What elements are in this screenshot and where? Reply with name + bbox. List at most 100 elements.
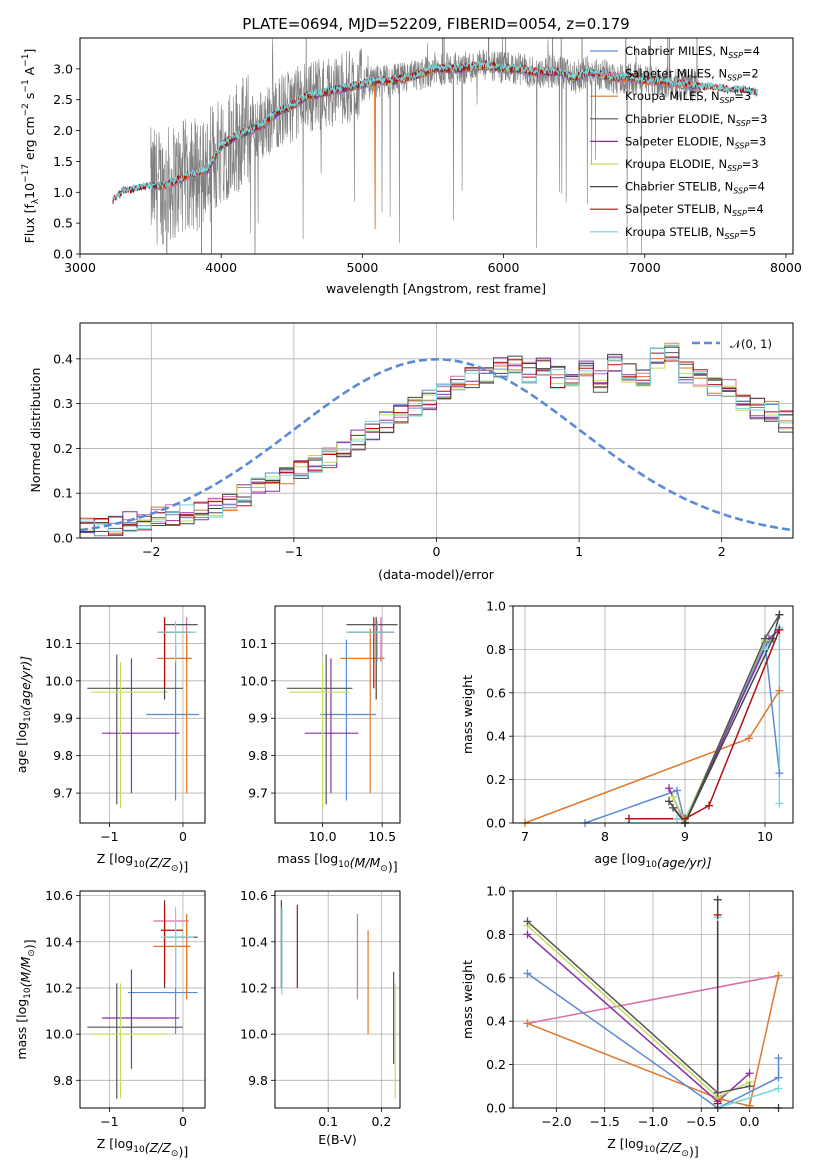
y-axis-label: mass weight [460, 960, 475, 1039]
y-tick-label: 10.0 [45, 673, 73, 688]
spectrum-panel: 3000 4000 5000 6000 7000 8000 0.0 0.5 1.0 1.5 2.0 2… [53, 37, 802, 296]
y-tick-label: 10.2 [240, 980, 268, 995]
y-tick-label: 0.1 [53, 486, 73, 501]
x-tick-label: 10.5 [368, 829, 396, 844]
x-tick-label: 6000 [488, 260, 520, 275]
x-axis-label: Z [log10(Z/Z⊙)] [97, 1136, 188, 1159]
axes-frame [79, 322, 794, 539]
y-tick-label: 9.7 [53, 786, 73, 801]
axes-frame [512, 890, 794, 1109]
x-axis-label: E(B-V) [318, 1132, 357, 1147]
weight-marker [713, 910, 722, 919]
y-tick-label: 0.6 [486, 970, 506, 985]
axes-frame [512, 605, 794, 824]
weight-line [668, 614, 781, 823]
age-vs-z-panel: −1 0 9.7 9.8 9.9 10.0 10.1 [45, 605, 206, 844]
plot-area [280, 900, 396, 1099]
x-tick-label: 4000 [205, 260, 237, 275]
y-tick-label: 0.8 [486, 927, 506, 942]
weight-marker [669, 792, 677, 801]
y-tick-label: 1.0 [53, 185, 73, 200]
weight-marker [775, 799, 784, 808]
x-axis-label: mass [log10(M/M⊙)] [277, 851, 397, 874]
weight-marker [705, 801, 713, 810]
weight-marker [774, 971, 783, 980]
weight-marker [774, 1084, 783, 1093]
x-tick-label: 0 [433, 544, 441, 559]
weight-line [716, 899, 779, 1108]
x-tick-label: −1 [100, 829, 118, 844]
y-tick-label: 10.0 [240, 673, 268, 688]
weight-line [584, 640, 781, 823]
y-tick-label: 9.8 [248, 1073, 268, 1088]
y-axis-label: age [log10(age/yr)] [14, 656, 33, 773]
plot-area [87, 900, 198, 1099]
x-axis-label: Z [log10(Z/Z⊙)] [607, 1136, 698, 1159]
weight-marker [673, 814, 681, 823]
age-vs-mass-panel: 10.0 10.5 9.7 9.8 9.9 10.0 10.1 [240, 605, 401, 844]
weight-marker [665, 784, 673, 793]
x-tick-label: 8 [601, 829, 609, 844]
plot-area [80, 342, 793, 538]
legend-entry: Chabrier STELIB, NSSP=4 [625, 180, 765, 196]
y-tick-label: 0.5 [53, 216, 73, 231]
y-tick-label: 3.0 [53, 61, 73, 76]
x-tick-label: 0.2 [371, 1114, 391, 1129]
weight-vs-age-panel: 7 8 9 10 0.0 0.2 0.4 0.6 0.8 1.0 mass weight [460, 599, 794, 844]
y-tick-label: 0.2 [53, 441, 73, 456]
mass-vs-z-panel: −1 0 9.8 10.0 10.2 10.4 10.6 [45, 888, 206, 1129]
weight-marker [669, 803, 677, 812]
weight-marker [523, 930, 532, 939]
x-tick-label: 2 [718, 544, 726, 559]
x-tick-label: −1.5 [590, 1114, 620, 1129]
x-tick-label: −1 [100, 1114, 118, 1129]
y-tick-label: 0.2 [486, 1057, 506, 1072]
x-axis-label: (data-model)/error [378, 567, 495, 582]
y-tick-label: 1.0 [486, 884, 506, 899]
weight-marker [523, 1019, 532, 1028]
figure-title: PLATE=0694, MJD=52209, FIBERID=0054, z=0… [242, 15, 629, 33]
x-tick-label: 10 [757, 829, 773, 844]
residual-panel: −2 −1 0 1 2 0.0 0.1 0.2 0.3 0.4 (data-model)/error… [28, 322, 794, 582]
y-tick-label: 9.9 [53, 711, 73, 726]
axes-frame [274, 890, 401, 1109]
x-tick-label: −2.0 [541, 1114, 571, 1129]
weight-marker [745, 1069, 754, 1078]
axes-frame [79, 37, 794, 255]
y-tick-label: 0.0 [53, 247, 73, 262]
weight-marker [774, 1054, 783, 1063]
axes-frame [79, 890, 206, 1109]
y-tick-label: 9.8 [248, 748, 268, 763]
x-tick-label: 0 [179, 1114, 187, 1129]
y-tick-label: 0.0 [53, 531, 73, 546]
y-axis-label: mass [log10(M/M⊙)] [14, 939, 37, 1059]
y-tick-label: 10.1 [45, 636, 73, 651]
y-tick-label: 10.4 [45, 934, 73, 949]
y-tick-label: 10.1 [240, 636, 268, 651]
plot-area [112, 38, 758, 254]
weight-marker [775, 769, 784, 778]
weight-line [527, 972, 780, 1108]
x-tick-label: 7000 [629, 260, 661, 275]
y-tick-label: 1.5 [53, 154, 73, 169]
legend-entry: Salpeter ELODIE, NSSP=3 [625, 134, 766, 150]
weight-line [527, 974, 779, 1025]
y-tick-label: 1.0 [486, 599, 506, 614]
y-tick-label: 10.6 [45, 888, 73, 903]
y-tick-label: 0.3 [53, 396, 73, 411]
x-tick-label: −1 [285, 544, 303, 559]
weight-marker [523, 917, 532, 926]
y-axis-label: Normed distribution [28, 368, 43, 493]
y-tick-label: 10.0 [45, 1027, 73, 1042]
y-tick-label: 0.0 [486, 816, 506, 831]
x-tick-label: 1 [575, 544, 583, 559]
weight-vs-z-panel: −2.0 −1.5 −1.0 −0.5 0.0 0.0 0.2 0.4 0.6 0.8 1.0 mas… [460, 884, 794, 1129]
weight-line [629, 629, 781, 820]
x-tick-label: −0.5 [686, 1114, 716, 1129]
weight-marker [713, 1088, 722, 1097]
x-tick-label: 7 [521, 829, 529, 844]
y-tick-label: 10.0 [240, 1027, 268, 1042]
weight-marker [761, 634, 769, 643]
x-tick-label: 0 [179, 829, 187, 844]
